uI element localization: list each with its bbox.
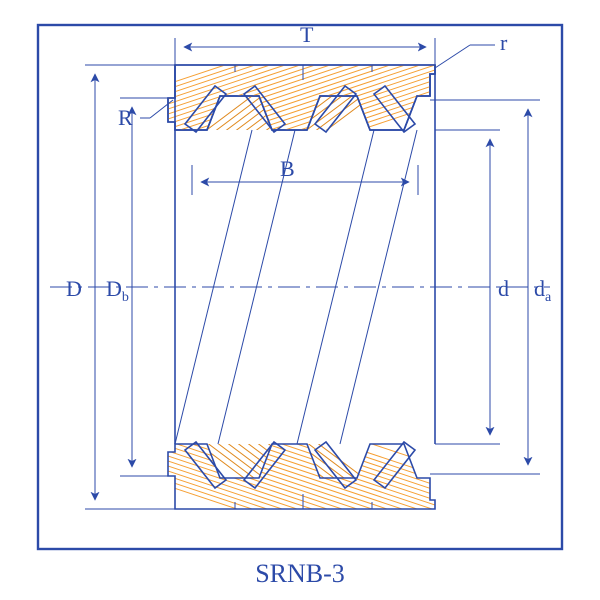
label-da-sub: a [545, 290, 552, 305]
svg-text:Db: Db [106, 276, 129, 305]
label-R: R [118, 105, 133, 130]
label-T: T [300, 22, 314, 47]
label-d: d [498, 276, 509, 301]
label-B: B [280, 156, 295, 181]
dimensions [85, 38, 540, 509]
label-D: D [66, 276, 82, 301]
svg-text:da: da [534, 276, 552, 305]
bearing-diagram: D Db T r R B d da SRNB-3 [0, 0, 600, 600]
label-da: d [534, 276, 545, 301]
label-r: r [500, 30, 508, 55]
diagram-title: SRNB-3 [255, 559, 345, 588]
label-Db: D [106, 276, 122, 301]
label-Db-sub: b [122, 290, 129, 305]
